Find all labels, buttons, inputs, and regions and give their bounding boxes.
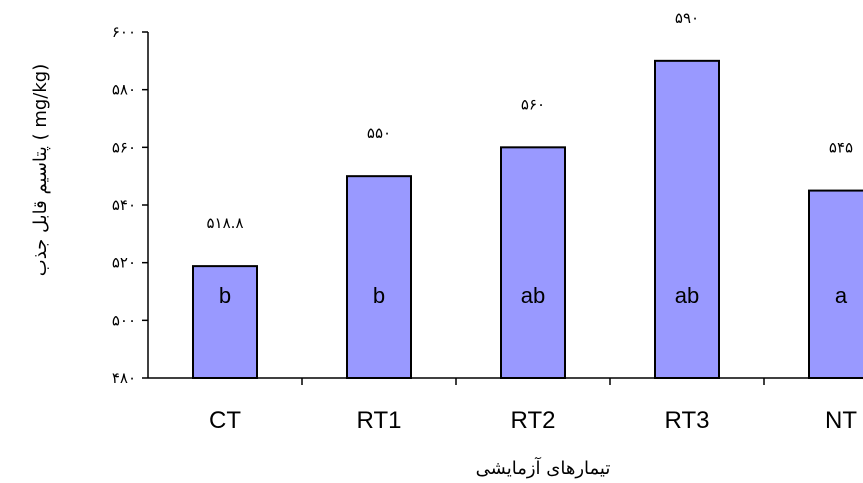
bar-value-label: ۵۵۰: [367, 124, 391, 142]
bar-value-label: ۵۶۰: [521, 95, 545, 113]
bars: ۵۱۸.۸ b CT ۵۵۰ b RT1 ۵۶۰ ab RT2 ۵۹۰ ab RT3 ۵۴۵ a NT: [192, 9, 863, 434]
x-tick-label: RT3: [665, 407, 710, 434]
x-tick-label: NT: [825, 407, 857, 434]
y-tick-label: ۵۴۰: [112, 196, 136, 214]
y-tick-label: ۵۲۰: [112, 254, 136, 272]
bar: [808, 189, 863, 379]
bar: [346, 175, 412, 379]
y-tick-label: ۵۰۰: [112, 311, 136, 329]
bar-value-label: ۵۴۵: [829, 139, 853, 157]
bar-group-letter: ab: [675, 283, 699, 308]
axes: [147, 32, 863, 385]
x-axis-title: تیمارهای آزمایشی: [476, 456, 611, 479]
y-axis-ticks: ۴۸۰ ۵۰۰ ۵۲۰ ۵۴۰ ۵۶۰ ۵۸۰ ۶۰۰: [112, 23, 148, 387]
bar: [500, 146, 566, 379]
bar-group-letter: ab: [521, 283, 545, 308]
y-tick-label: ۵۸۰: [112, 81, 136, 99]
bar: [654, 59, 720, 379]
x-tick-label: CT: [209, 407, 241, 434]
bar-value-label: ۵۱۸.۸: [207, 214, 244, 232]
x-tick-label: RT1: [357, 407, 402, 434]
y-tick-label: ۵۶۰: [112, 138, 136, 156]
y-axis-title: پتاسیم قابل جذب ( mg/kg): [30, 64, 51, 277]
bar-group-letter: b: [373, 283, 385, 308]
x-tick-label: RT2: [511, 407, 556, 434]
bar-group-letter: a: [835, 283, 848, 308]
y-tick-label: ۴۸۰: [112, 369, 136, 387]
y-tick-label: ۶۰۰: [112, 23, 136, 41]
bar-group-letter: b: [219, 283, 231, 308]
bar-value-label: ۵۹۰: [675, 9, 699, 27]
